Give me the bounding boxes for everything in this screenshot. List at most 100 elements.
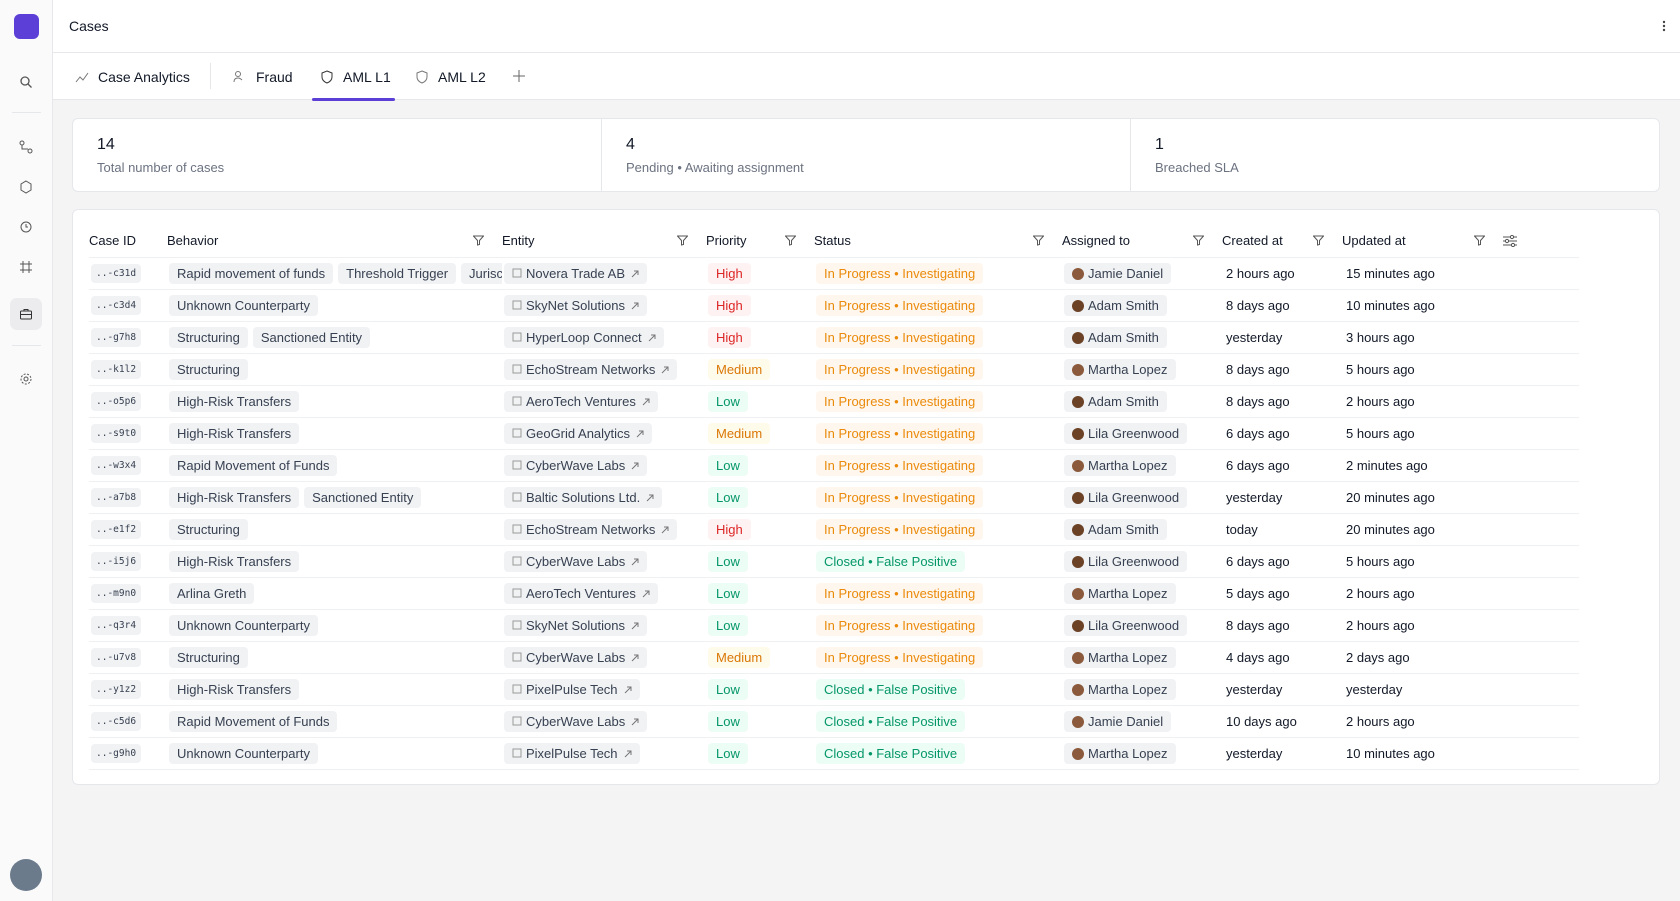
user-avatar[interactable] <box>10 859 42 891</box>
entity-chip[interactable]: PixelPulse Tech <box>504 743 640 764</box>
entity-chip[interactable]: EchoStream Networks <box>504 359 678 380</box>
table-row[interactable]: ..-o5p6 High-Risk Transfers AeroTech Ventu… <box>89 386 1579 418</box>
assignee-chip[interactable]: Jamie Daniel <box>1064 711 1172 732</box>
entity-chip[interactable]: SkyNet Solutions <box>504 615 647 636</box>
case-id[interactable]: ..-c5d6 <box>91 712 142 731</box>
table-row[interactable]: ..-c5d6 Rapid Movement of Funds CyberWave … <box>89 706 1579 738</box>
case-id[interactable]: ..-a7b8 <box>91 488 142 507</box>
assignee-avatar <box>1072 748 1084 760</box>
filter-icon[interactable] <box>1193 235 1204 246</box>
entity-chip[interactable]: PixelPulse Tech <box>504 679 640 700</box>
assignee-chip[interactable]: Martha Lopez <box>1064 359 1176 380</box>
flow-icon[interactable] <box>19 140 33 154</box>
entity-name: EchoStream Networks <box>526 362 656 377</box>
table-row[interactable]: ..-c31d Rapid movement of funds Threshold … <box>89 258 1579 290</box>
filter-icon[interactable] <box>785 235 796 246</box>
tab[interactable]: AML L2 <box>415 69 486 85</box>
assignee-chip[interactable]: Martha Lopez <box>1064 583 1176 604</box>
cell: Martha Lopez <box>1062 647 1222 668</box>
case-id[interactable]: ..-i5j6 <box>91 552 142 571</box>
logo[interactable] <box>14 14 39 39</box>
entity-chip[interactable]: CyberWave Labs <box>504 647 648 668</box>
case-id[interactable]: ..-c31d <box>91 264 142 283</box>
table-row[interactable]: ..-k1l2 Structuring EchoStream Networks Med… <box>89 354 1579 386</box>
table-row[interactable]: ..-w3x4 Rapid Movement of Funds CyberWave … <box>89 450 1579 482</box>
search-icon[interactable] <box>19 75 33 89</box>
entity-icon <box>512 332 522 342</box>
assignee-chip[interactable]: Martha Lopez <box>1064 679 1176 700</box>
case-id[interactable]: ..-w3x4 <box>91 456 142 475</box>
entity-chip[interactable]: AeroTech Ventures <box>504 583 658 604</box>
case-id[interactable]: ..-s9t0 <box>91 424 142 443</box>
history-icon[interactable] <box>19 220 33 234</box>
table-row[interactable]: ..-m9n0 Arlina Greth AeroTech Ventures Low I… <box>89 578 1579 610</box>
column-settings[interactable] <box>1503 234 1539 247</box>
filter-icon[interactable] <box>1313 235 1324 246</box>
table-row[interactable]: ..-a7b8 High-Risk Transfers Sanctioned Ent… <box>89 482 1579 514</box>
assignee-chip[interactable]: Adam Smith <box>1064 327 1167 348</box>
case-id[interactable]: ..-u7v8 <box>91 648 142 667</box>
entity-chip[interactable]: CyberWave Labs <box>504 455 648 476</box>
table-row[interactable]: ..-q3r4 Unknown Counterparty SkyNet Soluti… <box>89 610 1579 642</box>
tab[interactable]: Case Analytics <box>75 69 190 85</box>
case-id[interactable]: ..-k1l2 <box>91 360 142 379</box>
tab[interactable]: AML L1 <box>312 69 395 101</box>
box-icon[interactable] <box>19 180 33 194</box>
created-at: 6 days ago <box>1226 554 1290 569</box>
entity-chip[interactable]: EchoStream Networks <box>504 519 678 540</box>
case-id[interactable]: ..-g9h0 <box>91 744 142 763</box>
assignee-chip[interactable]: Martha Lopez <box>1064 647 1176 668</box>
assignee-chip[interactable]: Lila Greenwood <box>1064 615 1188 636</box>
table-row[interactable]: ..-g7h8 Structuring Sanctioned Entity Hyper… <box>89 322 1579 354</box>
entity-chip[interactable]: Novera Trade AB <box>504 263 647 284</box>
cell: ..-c31d <box>89 264 167 283</box>
entity-chip[interactable]: CyberWave Labs <box>504 551 648 572</box>
entity-chip[interactable]: GeoGrid Analytics <box>504 423 653 444</box>
entity-chip[interactable]: SkyNet Solutions <box>504 295 647 316</box>
assignee-avatar <box>1072 684 1084 696</box>
filter-icon[interactable] <box>1033 235 1044 246</box>
settings-icon[interactable] <box>1503 234 1517 247</box>
table-row[interactable]: ..-u7v8 Structuring CyberWave Labs Medium In… <box>89 642 1579 674</box>
case-id[interactable]: ..-m9n0 <box>91 584 142 603</box>
filter-icon[interactable] <box>677 235 688 246</box>
assignee-chip[interactable]: Lila Greenwood <box>1064 551 1188 572</box>
entity-chip[interactable]: AeroTech Ventures <box>504 391 658 412</box>
assignee-chip[interactable]: Adam Smith <box>1064 519 1167 540</box>
entity-chip[interactable]: HyperLoop Connect <box>504 327 664 348</box>
case-id[interactable]: ..-y1z2 <box>91 680 142 699</box>
table-row[interactable]: ..-s9t0 High-Risk Transfers GeoGrid Analyt… <box>89 418 1579 450</box>
settings-icon[interactable] <box>19 372 33 386</box>
table-row[interactable]: ..-c3d4 Unknown Counterparty SkyNet Soluti… <box>89 290 1579 322</box>
assignee-chip[interactable]: Lila Greenwood <box>1064 423 1188 444</box>
case-id[interactable]: ..-e1f2 <box>91 520 142 539</box>
add-tab[interactable] <box>513 70 525 82</box>
case-id[interactable]: ..-g7h8 <box>91 328 142 347</box>
filter-icon[interactable] <box>1474 235 1485 246</box>
entity-chip[interactable]: CyberWave Labs <box>504 711 648 732</box>
grid-icon[interactable] <box>19 260 33 274</box>
entity-chip[interactable]: Baltic Solutions Ltd. <box>504 487 663 508</box>
assignee-chip[interactable]: Lila Greenwood <box>1064 487 1188 508</box>
tab[interactable]: Fraud <box>233 69 293 85</box>
table-row[interactable]: ..-i5j6 High-Risk Transfers CyberWave Labs… <box>89 546 1579 578</box>
created-at: yesterday <box>1226 746 1283 761</box>
assignee-chip[interactable]: Adam Smith <box>1064 391 1167 412</box>
assignee-chip[interactable]: Adam Smith <box>1064 295 1167 316</box>
assignee-chip[interactable]: Martha Lopez <box>1064 743 1176 764</box>
assignee-chip[interactable]: Martha Lopez <box>1064 455 1176 476</box>
case-id[interactable]: ..-c3d4 <box>91 296 142 315</box>
case-id[interactable]: ..-o5p6 <box>91 392 142 411</box>
assignee-name: Lila Greenwood <box>1088 426 1180 441</box>
assignee-chip[interactable]: Jamie Daniel <box>1064 263 1172 284</box>
filter-icon[interactable] <box>473 235 484 246</box>
status-badge: In Progress • Investigating <box>816 519 984 540</box>
table-row[interactable]: ..-g9h0 Unknown Counterparty PixelPulse Te… <box>89 738 1579 770</box>
table-row[interactable]: ..-y1z2 High-Risk Transfers PixelPulse Tec… <box>89 674 1579 706</box>
more-menu[interactable] <box>1662 19 1666 33</box>
cell: Rapid Movement of Funds <box>167 711 502 732</box>
cell: Martha Lopez <box>1062 455 1222 476</box>
case-id[interactable]: ..-q3r4 <box>91 616 142 635</box>
table-row[interactable]: ..-e1f2 Structuring EchoStream Networks Hig… <box>89 514 1579 546</box>
external-link-icon <box>646 494 654 502</box>
